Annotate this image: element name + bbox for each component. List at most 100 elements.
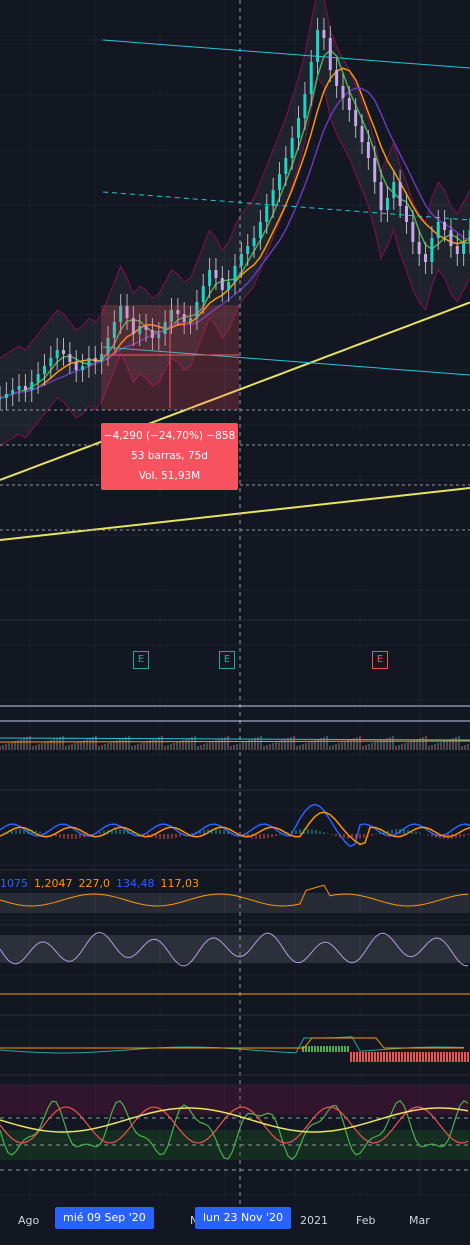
tick-2021: 2021 — [300, 1214, 328, 1227]
candle-body — [322, 30, 326, 38]
stoch-d — [0, 1106, 469, 1144]
moving-average-long — [0, 301, 470, 481]
candle-body — [182, 314, 186, 322]
candle-body — [106, 338, 110, 354]
candle-body — [163, 322, 167, 334]
candle-body — [189, 318, 193, 322]
indicator-orange-line — [0, 884, 469, 907]
candle-body — [0, 398, 2, 399]
support-line — [0, 487, 470, 541]
tick-ago: Ago — [18, 1214, 40, 1227]
measure-tooltip: −4,290 (−24,70%) −858 53 barras, 75d Vol… — [101, 423, 238, 490]
candle-body — [11, 390, 15, 394]
candle-body — [131, 318, 135, 334]
macd-signal — [0, 811, 470, 846]
candle-body — [220, 278, 224, 290]
candle-body — [404, 206, 408, 222]
rsi-line — [0, 931, 469, 967]
candle-body — [411, 222, 415, 242]
candle-body — [252, 238, 256, 246]
volume-ma — [0, 737, 470, 741]
candle-body — [379, 182, 383, 210]
candle-body — [195, 302, 199, 318]
candle-body — [150, 330, 154, 338]
candle-body — [284, 158, 288, 174]
candle-body — [42, 366, 46, 374]
tick-mar: Mar — [409, 1214, 430, 1227]
trendline-mid — [102, 191, 470, 221]
candle-body — [246, 246, 250, 254]
candle-body — [265, 206, 269, 222]
candle-body — [290, 138, 294, 158]
crosshair-date-badge-end: lun 23 Nov '20 — [195, 1207, 291, 1229]
candle-body — [144, 326, 148, 330]
candle-body — [455, 246, 459, 254]
candle-body — [87, 358, 91, 366]
candle-body — [468, 230, 470, 242]
candle-body — [74, 362, 78, 370]
candle-body — [157, 334, 161, 338]
candle-body — [449, 230, 453, 246]
indicator-value-3: 134,48 — [116, 877, 155, 890]
moving-average-2 — [0, 87, 470, 399]
candle-body — [55, 350, 59, 358]
candle-body — [258, 222, 262, 238]
candle-body — [360, 126, 364, 142]
candle-body — [335, 70, 339, 86]
candle-body — [443, 222, 447, 230]
candle-body — [233, 266, 237, 282]
trendline-top — [102, 39, 470, 69]
candle-body — [169, 310, 173, 322]
candle-body — [462, 242, 466, 254]
candle-body — [239, 254, 243, 266]
candle-body — [23, 386, 27, 390]
candle-body — [17, 386, 21, 390]
rsi-band — [0, 935, 470, 963]
stoch-signal — [0, 1107, 469, 1133]
candle-body — [392, 182, 396, 198]
osc-line-1 — [0, 1036, 465, 1054]
measure-volume: Vol. 51,93M — [138, 470, 201, 482]
candle-body — [227, 282, 231, 290]
candle-body — [30, 382, 34, 390]
candle-body — [316, 30, 320, 62]
candle-body — [112, 322, 116, 338]
candle-body — [347, 98, 351, 110]
bollinger-upper — [0, 0, 470, 359]
indicator-values-row: 1075 1,2047 227,0 134,48 117,03 — [0, 877, 205, 890]
candle-body — [68, 354, 72, 362]
earnings-marker-2[interactable]: E — [219, 651, 235, 669]
candle-body — [93, 358, 97, 362]
candle-body — [125, 306, 129, 318]
bollinger-fill — [0, 0, 470, 446]
candle-body — [373, 158, 377, 182]
candle-body — [328, 38, 332, 70]
candle-body — [119, 306, 123, 322]
candle-body — [436, 222, 440, 238]
candle-body — [366, 142, 370, 158]
candle-body — [214, 270, 218, 278]
measure-change: −4,290 (−24,70%) −858 — [103, 430, 236, 442]
indicator-value-4: 117,03 — [160, 877, 200, 890]
earnings-marker-1[interactable]: E — [133, 651, 149, 669]
indicator-value-1: 1,2047 — [34, 877, 73, 890]
earnings-marker-3[interactable]: E — [372, 651, 388, 669]
tick-feb: Feb — [356, 1214, 376, 1227]
candle-body — [297, 118, 301, 138]
tick-nov-partial: N — [190, 1214, 198, 1227]
candle-body — [271, 190, 275, 206]
indicator-value-0: 1075 — [0, 877, 28, 890]
candle-body — [49, 358, 53, 366]
crosshair-date-badge-start: mié 09 Sep '20 — [55, 1207, 154, 1229]
candle-body — [309, 62, 313, 94]
candle-body — [62, 350, 66, 354]
candle-body — [398, 182, 402, 206]
candle-body — [138, 326, 142, 334]
candle-body — [417, 242, 421, 254]
indicator-value-2: 227,0 — [78, 877, 111, 890]
candle-body — [4, 394, 8, 398]
candle-body — [208, 270, 212, 286]
candle-body — [277, 174, 281, 190]
candle-body — [354, 110, 358, 126]
